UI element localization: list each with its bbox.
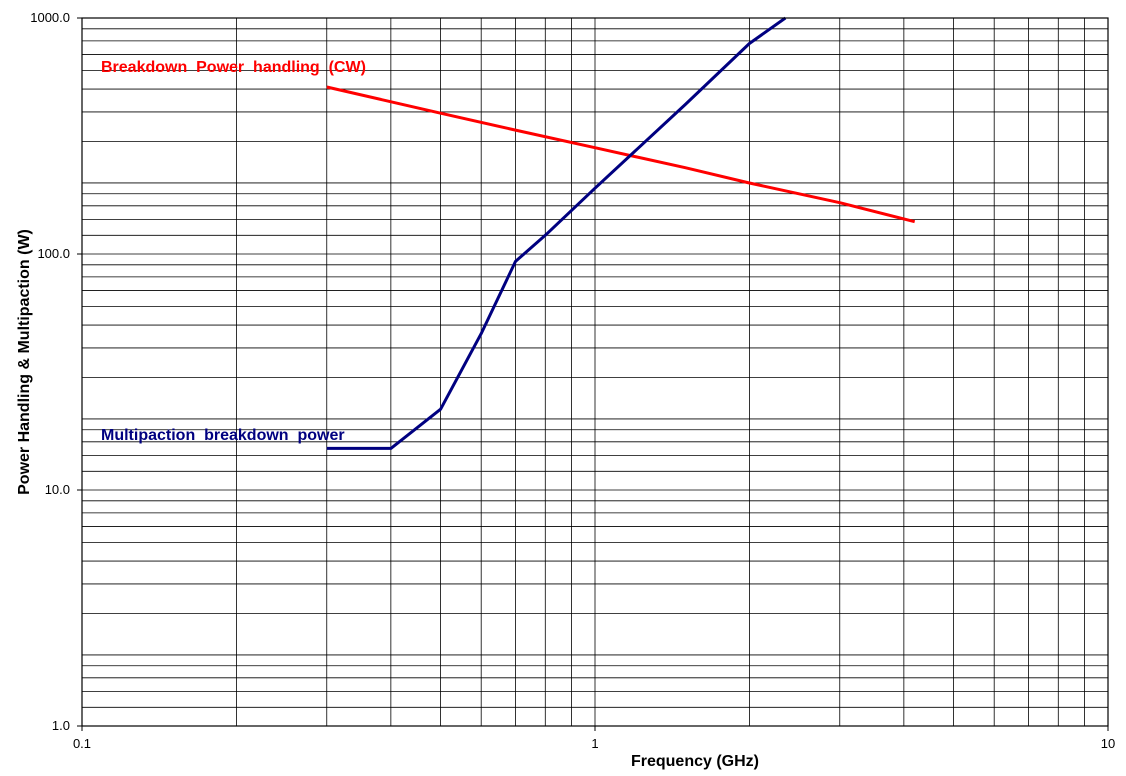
x-tick-label: 1 [591, 736, 598, 751]
grid-lines [82, 18, 1108, 726]
y-tick-label: 100.0 [37, 246, 70, 261]
series-line-multipaction [326, 16, 787, 450]
tick-labels: 0.1 1 10 1.0 10.0 100.0 1000.0 [30, 10, 1115, 751]
y-tick-label: 1.0 [52, 718, 70, 733]
x-axis-title: Frequency (GHz) [631, 753, 759, 770]
series-layer [326, 16, 916, 450]
y-tick-label: 10.0 [45, 482, 70, 497]
series-label-multipaction: Multipaction breakdown power [101, 427, 345, 444]
series-line-breakdown-power [326, 85, 916, 224]
y-tick-label: 1000.0 [30, 10, 70, 25]
series-label-breakdown-power: Breakdown Power handling (CW) [101, 59, 366, 76]
x-tick-label: 0.1 [73, 736, 91, 751]
x-tick-label: 10 [1101, 736, 1115, 751]
y-axis-title: Power Handling & Multipaction (W) [16, 229, 33, 495]
